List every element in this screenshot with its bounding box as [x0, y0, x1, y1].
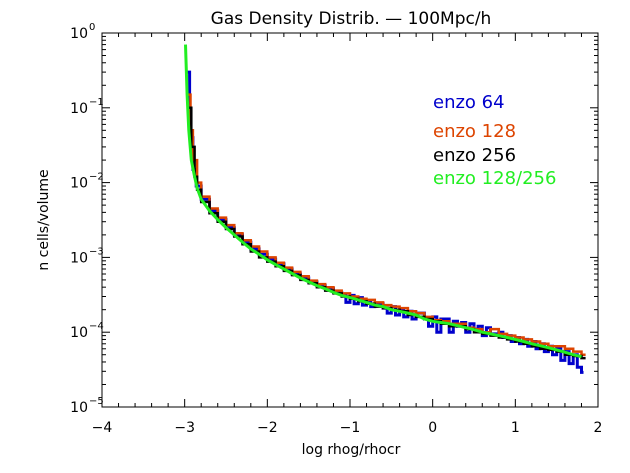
x-axis-label: log rhog/rhocr	[302, 442, 401, 458]
y-tick-label: 10 −2	[70, 172, 104, 192]
y-tick-label: 10 −4	[70, 321, 104, 341]
y-tick-label: 10 −1	[70, 97, 104, 117]
y-tick-label: 10 0	[70, 22, 95, 42]
y-tick-base: 10	[70, 400, 88, 416]
y-tick-exponent: −3	[89, 246, 104, 257]
x-tick-label: −4	[92, 420, 113, 436]
x-tick-label: 2	[594, 420, 603, 436]
x-tick-label: −1	[340, 420, 361, 436]
plot-frame	[101, 32, 599, 408]
x-tick-label: −3	[174, 420, 195, 436]
legend-entry-3: enzo 128/256	[433, 168, 556, 189]
series-line-1	[187, 93, 586, 356]
y-tick-exponent: −4	[89, 321, 104, 332]
series-layer	[184, 44, 586, 374]
legend-entry-0: enzo 64	[433, 92, 505, 113]
y-tick-exponent: −5	[89, 396, 104, 407]
y-tick-label: 10 −3	[70, 246, 104, 266]
chart-title: Gas Density Distrib. — 100Mpc/h	[211, 9, 492, 29]
y-tick-base: 10	[70, 250, 88, 266]
y-tick-exponent: 0	[89, 22, 95, 33]
y-tick-base: 10	[70, 176, 88, 192]
y-tick-base: 10	[70, 101, 88, 117]
x-tick-label: −2	[257, 420, 278, 436]
y-tick-exponent: −1	[89, 97, 104, 108]
y-tick-exponent: −2	[89, 172, 104, 183]
y-tick-base: 10	[70, 26, 88, 42]
y-tick-base: 10	[70, 325, 88, 341]
x-tick-label: 0	[428, 420, 437, 436]
y-tick-label: 10 −5	[70, 396, 104, 416]
legend-entry-2: enzo 256	[433, 145, 516, 166]
series-line-3	[184, 44, 582, 359]
x-tick-label: 1	[511, 420, 520, 436]
y-axis-label: n cells/volume	[36, 169, 52, 270]
legend-entry-1: enzo 128	[433, 121, 516, 142]
